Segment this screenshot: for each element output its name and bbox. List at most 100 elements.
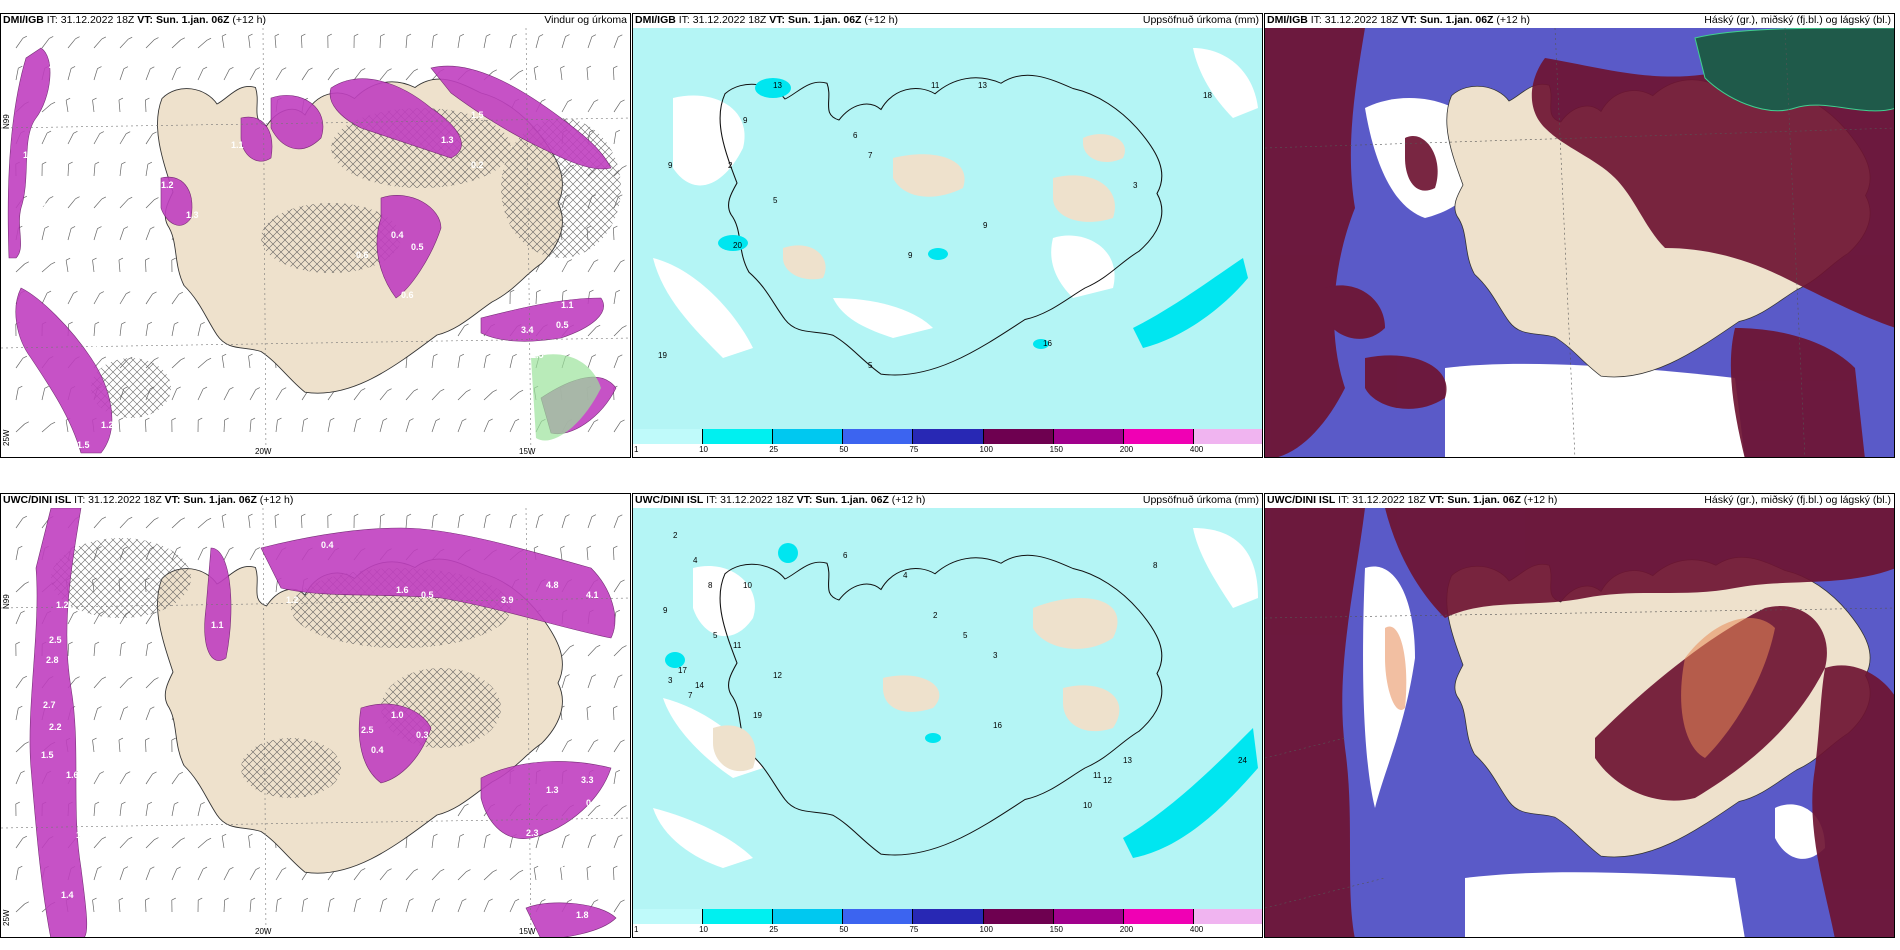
wind-barb-feather: [538, 514, 544, 517]
wind-barb-feather: [50, 261, 56, 265]
wind-barb-feather: [68, 321, 73, 325]
wind-barb: [93, 293, 101, 305]
wind-barb-feather: [565, 514, 570, 517]
wind-barb-feather: [622, 805, 627, 808]
value-label: 1.3: [86, 340, 99, 350]
wind-barb: [119, 518, 129, 529]
wind-barb-feather: [147, 161, 153, 165]
wind-barb-feather: [150, 706, 155, 710]
wind-barb: [509, 871, 520, 881]
wind-barb: [561, 741, 569, 753]
wind-barb-feather: [536, 289, 541, 293]
wind-barb: [613, 647, 623, 657]
value-label: 12: [1103, 776, 1112, 785]
wind-barb-feather: [618, 354, 623, 358]
wind-barb: [431, 356, 434, 369]
wind-barb-feather: [68, 641, 73, 645]
value-label: 8: [708, 581, 713, 590]
wind-barb: [15, 423, 26, 433]
wind-barb: [613, 807, 623, 817]
vt-label: VT:: [1428, 494, 1445, 506]
wind-barb-feather: [99, 131, 104, 134]
colorbar-swatch: [703, 429, 774, 444]
wind-barb-feather: [613, 65, 618, 69]
value-label: 1.3: [476, 370, 489, 380]
value-label: 1.6: [66, 770, 79, 780]
wind-barb: [119, 293, 127, 305]
wind-barb: [560, 868, 563, 881]
value-label: 8: [1153, 561, 1158, 570]
value-label: 1.1: [21, 225, 34, 235]
wind-barb-feather: [70, 226, 76, 229]
value-label: 18: [1203, 91, 1212, 100]
wind-barb-feather: [586, 545, 592, 549]
value-label: 13: [978, 81, 987, 90]
wind-barb: [431, 836, 434, 849]
wind-barb-feather: [50, 421, 56, 425]
value-label: 0.3: [586, 798, 599, 808]
wind-barb: [93, 773, 101, 785]
wind-barb: [41, 388, 46, 401]
wind-barb: [587, 261, 595, 273]
wind-barb: [457, 836, 461, 849]
wind-barb-feather: [433, 833, 438, 837]
value-label: 7: [688, 691, 693, 700]
wind-barb: [92, 900, 95, 913]
wind-barb-feather: [154, 357, 159, 360]
product-title: Uppsöfnuð úrkoma (mm): [1142, 14, 1259, 26]
colorbar-swatch: [983, 429, 1054, 444]
value-label: 1.3: [441, 135, 454, 145]
precip-point-labels: 13 9 2 9 6 7 5 20 9 9 3 11 13 18 16 5 19: [658, 81, 1212, 370]
value-label: 2: [673, 531, 678, 540]
grid-lines: [1, 508, 630, 937]
wind-barb-feather: [202, 386, 208, 390]
lat-label: N99: [2, 114, 11, 129]
wind-barb-feather: [618, 514, 623, 518]
wind-barb: [483, 420, 490, 433]
wind-barb: [301, 69, 309, 81]
wind-barb: [509, 516, 514, 529]
wind-barb-feather: [18, 545, 23, 549]
wind-barb-feather: [596, 644, 601, 648]
colorbar-tick-label: 10: [699, 925, 709, 934]
value-label: 9: [668, 161, 673, 170]
wind-barb-feather: [202, 66, 208, 70]
wind-barb: [93, 804, 96, 817]
wind-barb-feather: [354, 33, 359, 37]
colorbar-swatch: [703, 909, 774, 924]
wind-barb: [119, 644, 122, 657]
valid-time: Sun. 1.jan. 06Z: [155, 14, 230, 26]
wind-barb: [118, 100, 121, 113]
wind-barb: [613, 227, 615, 241]
wind-barb: [248, 356, 251, 369]
wind-barb-feather: [46, 130, 52, 134]
wind-barb-feather: [594, 99, 599, 103]
value-label: 19: [753, 711, 762, 720]
wind-barb: [561, 676, 566, 689]
wind-barb: [145, 39, 155, 49]
value-label: 1.0: [76, 830, 89, 840]
grid-lines: [1265, 607, 1894, 909]
wind-barb-feather: [255, 867, 260, 870]
wind-barb-feather: [128, 196, 133, 200]
wind-barb-feather: [171, 737, 176, 741]
wind-barb: [587, 421, 595, 433]
value-label: 11: [1093, 771, 1102, 780]
colorbar-swatch: [843, 909, 914, 924]
value-label: 3.4: [521, 325, 534, 335]
wind-barb: [15, 868, 19, 881]
wind-barb: [613, 547, 615, 561]
wind-barb-feather: [15, 801, 20, 805]
wind-barb: [353, 900, 358, 913]
wind-barb-feather: [206, 37, 212, 41]
init-time: IT: 31.12.2022 18Z: [74, 494, 162, 506]
wind-barb: [249, 420, 252, 433]
wind-barb: [275, 869, 283, 881]
colorbar-tick-label: 50: [839, 925, 849, 934]
wind-barb-feather: [121, 641, 126, 645]
colorbar-swatch: [913, 429, 984, 444]
wind-barb: [457, 900, 463, 913]
wind-barb-feather: [327, 513, 332, 517]
wind-barb: [405, 36, 408, 49]
colorbar-tick-label: 400: [1189, 445, 1204, 454]
